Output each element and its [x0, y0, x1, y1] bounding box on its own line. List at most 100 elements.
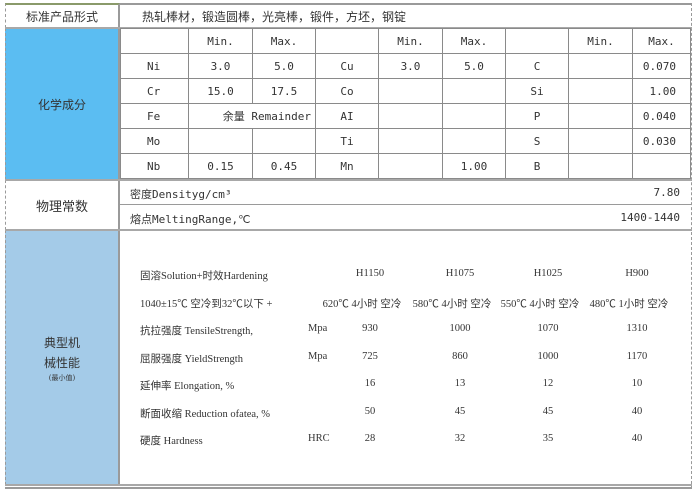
chem-header-cell: Min. — [568, 28, 633, 54]
mech-label-1: 典型机 — [43, 335, 80, 350]
property-unit: Mpa — [308, 323, 328, 334]
property-name: 硬度 Hardness — [140, 436, 203, 447]
property-value: 1000 — [537, 350, 559, 362]
property-value: 32 — [454, 433, 466, 444]
element-name: S — [505, 128, 569, 154]
property-name: 延伸率 Elongation, % — [140, 381, 235, 392]
element-value: 余量 Remainder — [188, 103, 316, 129]
element-value: 0.15 — [188, 153, 253, 179]
element-name: Fe — [120, 103, 189, 129]
condition-header: H1025 — [533, 268, 563, 279]
melting-range-value: 1400-1440 — [620, 211, 680, 224]
element-value: 0.030 — [632, 128, 691, 154]
product-forms-value: 热轧棒材，锻造圆棒，光亮棒，锻件，方坯，钢锭 — [142, 10, 407, 24]
chem-row: Fe 余量 Remainder AI P 0.040 — [120, 103, 691, 129]
mech-label-2: 械性能 — [43, 355, 80, 370]
element-value — [378, 103, 443, 129]
element-name: Ni — [120, 53, 189, 79]
property-value: 40 — [631, 405, 643, 417]
chem-row: Ni 3.0 5.0 Cu 3.0 5.0 C 0.070 — [120, 53, 691, 79]
property-value: 12 — [542, 378, 554, 389]
chemistry-table: Min. Max. Min. Max. Min. Max. Ni 3.0 5.0 Cu 3.0 5.… — [120, 28, 691, 179]
element-name: Si — [505, 78, 569, 104]
element-value: 3.0 — [188, 53, 253, 79]
chem-header-cell: Max. — [252, 28, 316, 54]
element-value — [442, 128, 506, 154]
element-value — [568, 103, 633, 129]
chem-header-cell: Max. — [632, 28, 691, 54]
element-name: Nb — [120, 153, 189, 179]
element-value — [568, 153, 633, 179]
element-name: Cu — [315, 53, 379, 79]
condition-header: H900 — [625, 268, 649, 279]
property-unit: HRC — [308, 433, 330, 444]
property-value: 860 — [452, 350, 468, 362]
element-name: Mo — [120, 128, 189, 154]
physical-label: 物理常数 — [5, 180, 120, 230]
element-value — [568, 78, 633, 104]
element-name: C — [505, 53, 569, 79]
chem-row: Mo Ti S 0.030 — [120, 128, 691, 154]
element-value: 5.0 — [252, 53, 316, 79]
property-value: 1310 — [626, 323, 648, 334]
chem-row: Nb 0.15 0.45 Mn 1.00 B — [120, 153, 691, 179]
property-name: 断面收缩 Reduction ofatea, % — [140, 408, 271, 420]
element-value: 0.070 — [632, 53, 691, 79]
property-value: 45 — [454, 405, 466, 417]
product-forms-label: 标准产品形式 — [5, 3, 120, 28]
element-value: 0.45 — [252, 153, 316, 179]
element-value — [378, 153, 443, 179]
property-value: 35 — [542, 433, 554, 444]
element-value — [568, 53, 633, 79]
property-value: 45 — [542, 405, 554, 417]
element-value: 1.00 — [632, 78, 691, 104]
mechanical-label: 典型机 械性能 (最小值) — [5, 230, 120, 485]
density-value: 7.80 — [653, 186, 681, 199]
property-value: 1070 — [537, 323, 559, 334]
element-name: AI — [315, 103, 379, 129]
element-value — [378, 78, 443, 104]
element-name: Co — [315, 78, 379, 104]
element-value: 15.0 — [188, 78, 253, 104]
property-unit: Mpa — [308, 350, 328, 362]
process-cell: 550℃ 4小时 空冷 — [500, 299, 580, 310]
chem-header-cell — [315, 28, 379, 54]
property-value: 725 — [362, 350, 378, 362]
property-value: 16 — [364, 378, 376, 389]
element-name: Ti — [315, 128, 379, 154]
element-value — [378, 128, 443, 154]
element-name: B — [505, 153, 569, 179]
chem-header-cell: Min. — [188, 28, 253, 54]
element-value: 3.0 — [378, 53, 443, 79]
property-name: 屈服强度 YieldStrength — [140, 353, 243, 365]
property-value: 930 — [362, 323, 378, 334]
process-cell: 480℃ 1小时 空冷 — [589, 299, 669, 310]
element-value — [632, 153, 691, 179]
element-value: 1.00 — [442, 153, 506, 179]
mech-label-note: (最小值) — [48, 373, 76, 382]
chem-row: Cr 15.0 17.5 Co Si 1.00 — [120, 78, 691, 104]
element-value — [568, 128, 633, 154]
chem-header-row: Min. Max. Min. Max. Min. Max. — [120, 28, 691, 54]
process-label: 1040±15℃ 空冷到32℃以下 + — [140, 299, 273, 310]
density-label: 密度Densityg/cm³ — [130, 188, 232, 201]
property-value: 10 — [631, 378, 643, 389]
element-value — [442, 103, 506, 129]
element-name: Mn — [315, 153, 379, 179]
property-value: 1170 — [626, 350, 648, 362]
chem-header-cell: Min. — [378, 28, 443, 54]
element-name: P — [505, 103, 569, 129]
element-value: 5.0 — [442, 53, 506, 79]
chemistry-label: 化学成分 — [5, 28, 120, 180]
element-name: Cr — [120, 78, 189, 104]
element-value: 17.5 — [252, 78, 316, 104]
element-value — [442, 78, 506, 104]
property-value: 13 — [454, 378, 466, 389]
chem-header-cell — [505, 28, 569, 54]
process-cell: 580℃ 4小时 空冷 — [412, 299, 492, 310]
property-value: 28 — [364, 433, 376, 444]
process-cell: 620℃ 4小时 空冷 — [322, 299, 402, 310]
property-name: 抗拉强度 TensileStrength, — [140, 326, 254, 337]
element-value — [188, 128, 253, 154]
melting-range-label: 熔点MeltingRange,℃ — [130, 213, 251, 226]
